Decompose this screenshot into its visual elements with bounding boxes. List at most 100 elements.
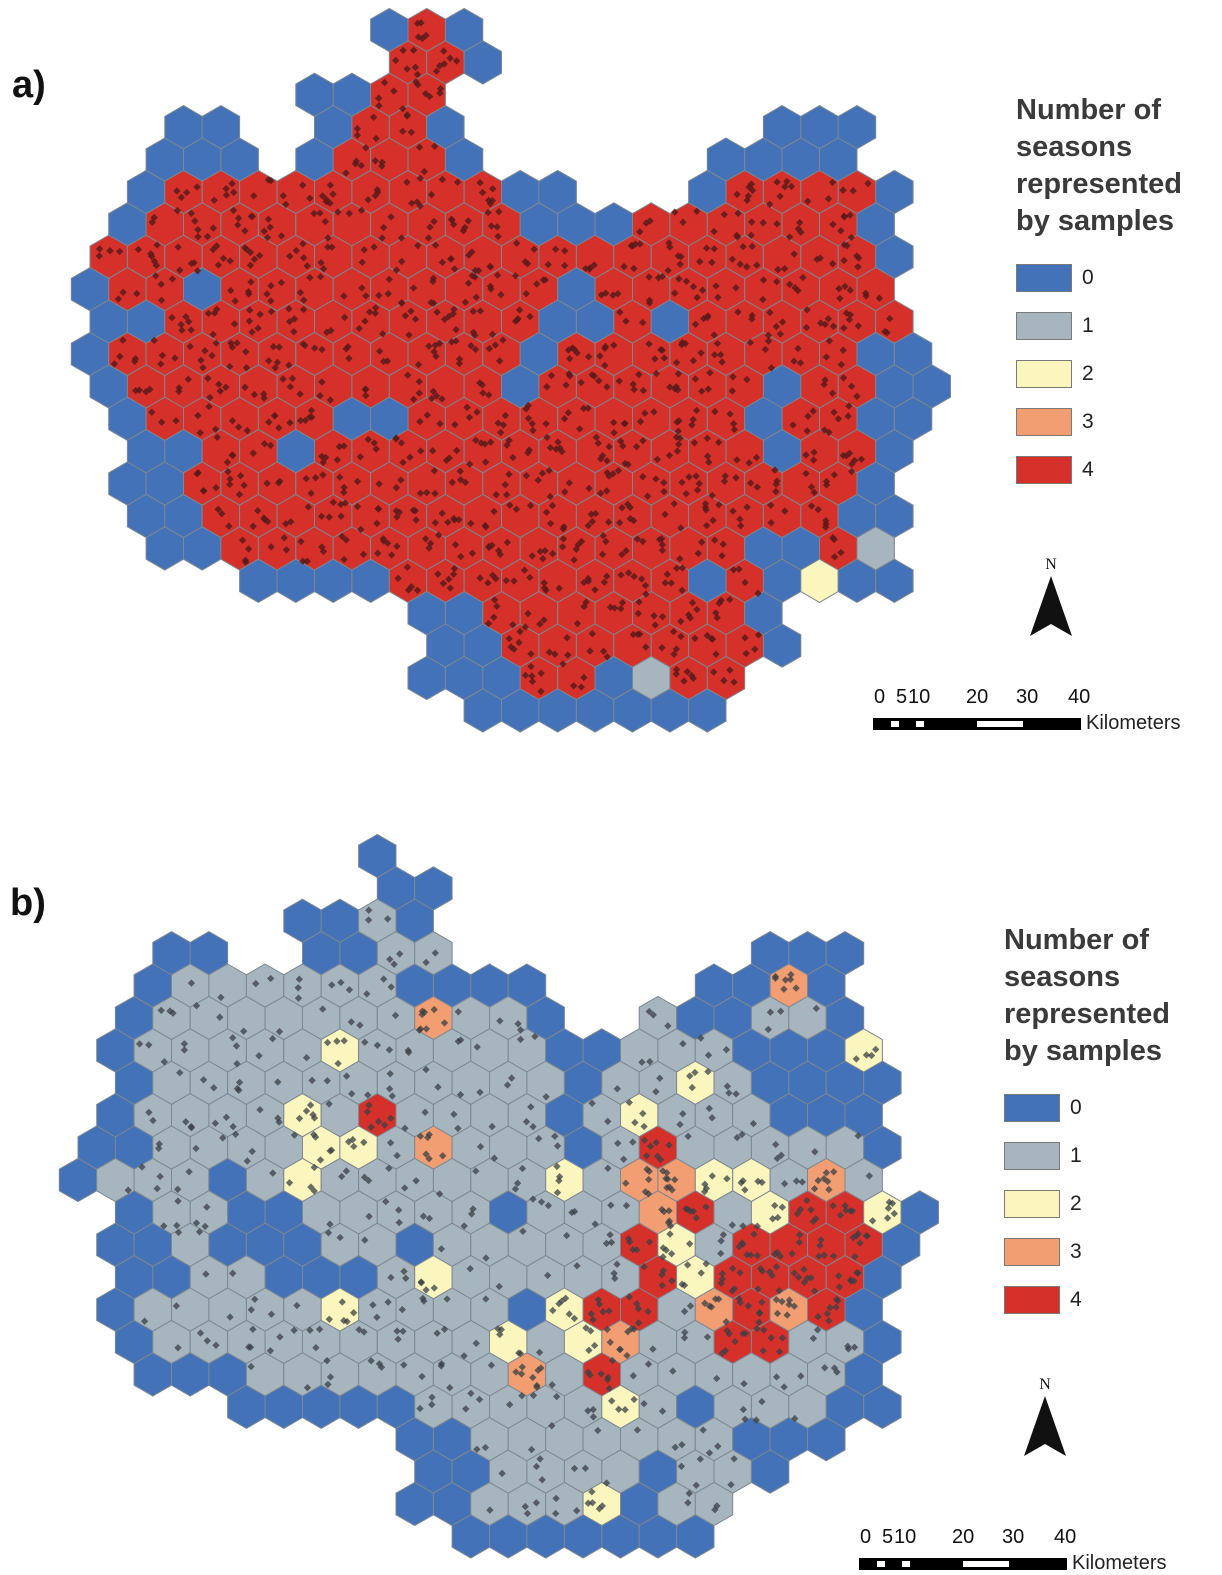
sample-point [490, 1154, 499, 1162]
sample-point [319, 471, 327, 479]
sample-point [672, 645, 681, 653]
sample-point [732, 1090, 740, 1098]
sample-point [553, 1162, 561, 1171]
sample-point [709, 516, 717, 525]
sample-point [527, 650, 535, 658]
sample-point [540, 579, 548, 587]
sample-point [824, 195, 833, 203]
sample-point [600, 578, 609, 586]
sample-point [799, 273, 807, 282]
sample-point [618, 550, 626, 559]
sample-point [468, 248, 476, 256]
sample-point [373, 519, 381, 528]
sample-point [521, 623, 529, 631]
sample-point [835, 285, 843, 293]
legend-item-0: 0 [1004, 1084, 1170, 1132]
sample-point [438, 395, 446, 403]
sample-point [576, 425, 584, 433]
sample-point [811, 1148, 819, 1156]
sample-point [394, 574, 402, 583]
sample-point [182, 313, 190, 321]
sample-point [353, 125, 362, 133]
sample-point [407, 307, 415, 315]
sample-point [285, 361, 293, 369]
sample-point [822, 517, 830, 525]
sample-point [227, 339, 235, 347]
sample-point [630, 572, 638, 581]
sample-point [384, 915, 392, 923]
sample-point [636, 417, 645, 426]
scale-bar-graphic [873, 717, 1081, 730]
sample-point [676, 260, 684, 268]
sample-point [676, 555, 684, 563]
sample-point [493, 271, 502, 279]
sample-point [157, 1006, 165, 1015]
sample-point [814, 1176, 822, 1185]
sample-point [677, 632, 685, 641]
sample-point [337, 500, 345, 509]
sample-point [226, 362, 234, 371]
sample-point [432, 392, 441, 400]
sample-point [432, 67, 441, 75]
sample-point [702, 1184, 711, 1193]
scale-tick: 30 [1016, 686, 1039, 708]
sample-point [119, 336, 127, 344]
sample-point [446, 54, 454, 62]
sample-point [397, 234, 406, 242]
sample-point [605, 472, 613, 480]
sample-point [249, 522, 257, 530]
sample-point [792, 984, 800, 992]
sample-point [723, 1082, 732, 1090]
sample-point [677, 617, 685, 626]
sample-point [452, 57, 461, 65]
sample-point [602, 537, 610, 546]
sample-point [337, 512, 345, 520]
sample-point [336, 473, 344, 481]
sample-point [434, 531, 443, 539]
sample-point [297, 537, 305, 546]
sample-point [664, 1022, 672, 1030]
sample-point [405, 1048, 413, 1057]
sample-point [487, 438, 495, 446]
sample-point [387, 983, 395, 991]
legend-label: 1 [1070, 1144, 1082, 1167]
sample-point [203, 1337, 211, 1345]
sample-point [641, 409, 649, 417]
sample-point [148, 408, 156, 416]
sample-point [246, 306, 254, 314]
sample-point [249, 449, 257, 457]
sample-point [267, 974, 275, 983]
sample-point [187, 326, 195, 334]
sample-point [854, 263, 862, 271]
sample-point [825, 1317, 833, 1325]
sample-point [552, 445, 560, 453]
sample-point [548, 1422, 556, 1430]
sample-point [658, 541, 667, 549]
sample-point [747, 1251, 755, 1259]
sample-point [476, 307, 485, 315]
sample-point [830, 408, 838, 416]
sample-point [602, 1239, 611, 1248]
sample-point [216, 387, 224, 395]
sample-point [713, 339, 722, 348]
sample-point [302, 474, 310, 483]
sample-point [290, 328, 298, 336]
sample-point [837, 360, 846, 369]
sample-point [603, 457, 611, 465]
sample-point [446, 584, 454, 592]
sample-point [828, 389, 837, 397]
sample-point [616, 1345, 624, 1354]
sample-point [629, 1138, 637, 1146]
sample-point [449, 570, 458, 578]
sample-point [769, 1215, 777, 1223]
sample-point [535, 1134, 543, 1143]
sample-point [542, 420, 550, 428]
sample-point [468, 272, 476, 280]
sample-point [810, 1185, 819, 1193]
sample-point [157, 360, 165, 368]
sample-point [210, 1084, 218, 1092]
sample-point [822, 353, 831, 361]
sample-point [726, 666, 734, 674]
sample-point [153, 241, 161, 249]
scale-tick: 5 [896, 686, 908, 708]
